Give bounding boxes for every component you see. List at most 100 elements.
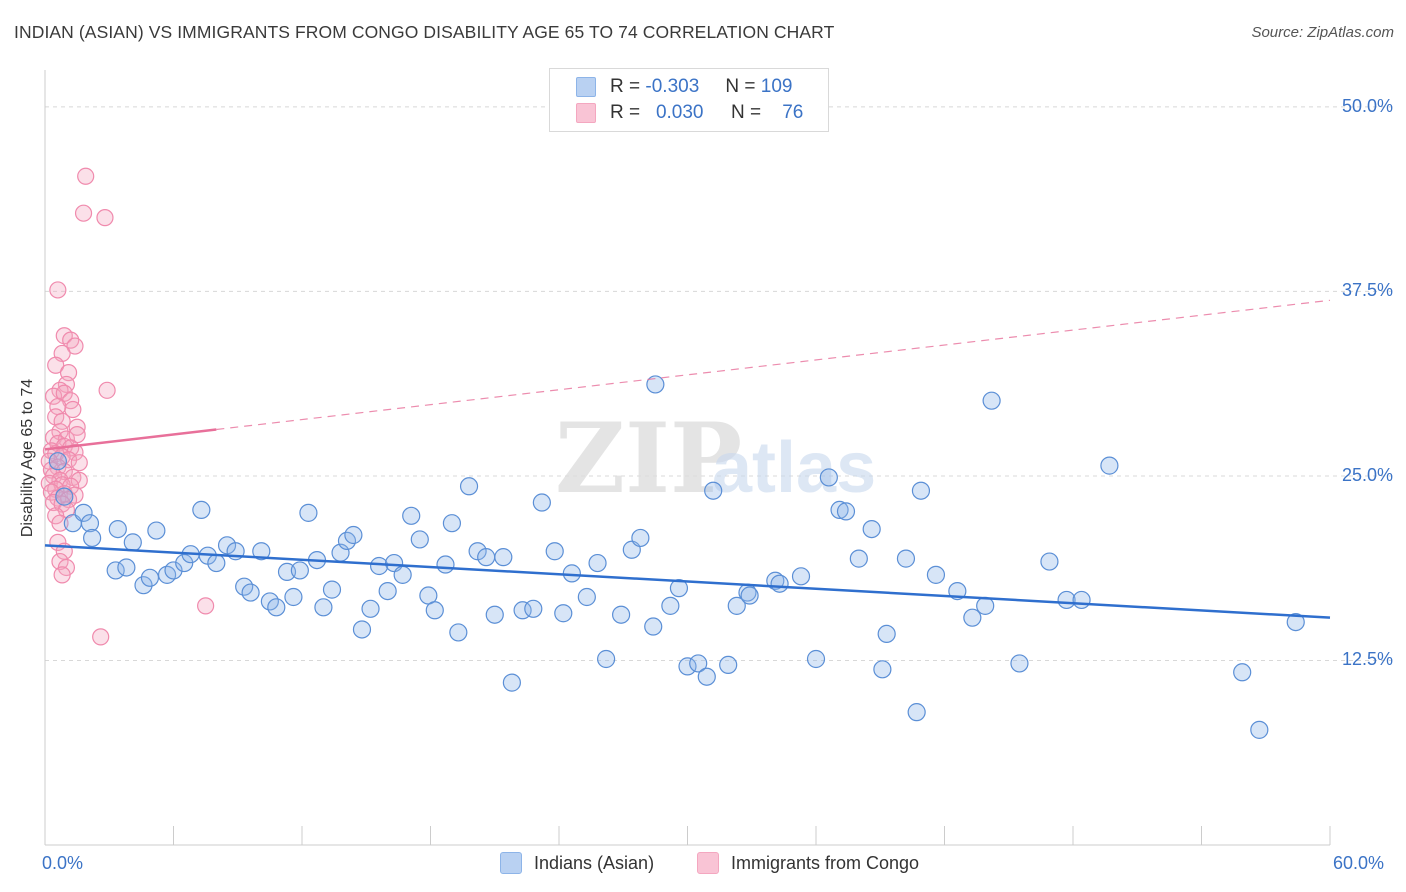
data-point-congo <box>44 387 63 405</box>
legend-r-value-indians: -0.303 <box>645 76 700 97</box>
data-point-indians <box>631 528 650 548</box>
legend-label-indians: Indians (Asian) <box>534 852 655 873</box>
data-point-indians <box>485 605 504 624</box>
data-point-indians <box>140 568 160 587</box>
data-point-indians <box>402 506 421 525</box>
data-point-congo <box>64 400 82 419</box>
data-point-indians <box>1072 590 1091 610</box>
data-point-indians <box>1286 612 1305 632</box>
data-point-indians <box>806 649 826 669</box>
data-point-indians <box>117 558 136 577</box>
data-point-congo <box>77 167 95 185</box>
y-tick-label: 50.0% <box>1341 95 1393 116</box>
legend-n-label-2: N = <box>730 102 762 123</box>
data-point-indians <box>689 654 708 673</box>
legend-swatch-indians <box>576 77 596 97</box>
stats-legend: R = -0.303 N = 109 R = 0.030 N = 76 <box>549 68 829 132</box>
trend-line-congo-dashed <box>216 299 1331 431</box>
data-point-indians <box>1010 654 1029 673</box>
data-point-indians <box>911 481 931 500</box>
data-point-congo <box>51 514 69 532</box>
data-point-indians <box>545 542 564 561</box>
data-point-indians <box>524 599 543 618</box>
data-point-congo <box>96 209 114 227</box>
data-point-indians <box>907 703 926 722</box>
legend-r-value-congo: 0.030 <box>655 102 704 123</box>
data-point-indians <box>982 391 1001 410</box>
data-point-indians <box>644 617 663 636</box>
data-point-indians <box>562 564 581 583</box>
data-point-indians <box>48 452 67 471</box>
data-point-indians <box>678 657 697 676</box>
legend-item-congo[interactable]: Immigrants from Congo <box>697 852 919 874</box>
data-point-indians <box>299 503 318 522</box>
data-point-indians <box>719 655 738 675</box>
data-point-indians <box>862 519 881 539</box>
legend-n-value-congo: 76 <box>782 102 804 123</box>
data-point-indians <box>873 660 892 679</box>
data-point-indians <box>554 604 573 623</box>
data-point-indians <box>1100 456 1119 475</box>
data-point-indians <box>393 565 412 584</box>
data-point-indians <box>1040 552 1059 571</box>
data-point-congo <box>53 412 71 430</box>
data-point-congo <box>47 356 65 374</box>
data-point-indians <box>588 553 607 573</box>
data-point-indians <box>770 574 789 593</box>
series-congo-points <box>40 167 215 646</box>
data-point-indians <box>740 586 759 605</box>
data-point-indians <box>322 580 342 599</box>
data-point-indians <box>378 581 397 601</box>
data-point-indians <box>207 553 226 573</box>
data-point-indians <box>314 598 333 617</box>
data-point-indians <box>80 514 100 533</box>
y-tick-label: 37.5% <box>1341 280 1393 301</box>
data-point-congo <box>68 418 86 436</box>
data-point-indians <box>727 596 746 615</box>
data-point-indians <box>436 555 455 574</box>
data-point-indians <box>836 502 856 521</box>
chart-title: INDIAN (ASIAN) VS IMMIGRANTS FROM CONGO … <box>14 22 835 42</box>
data-point-congo <box>197 597 215 615</box>
legend-n-label: N = <box>725 76 756 97</box>
data-point-congo <box>49 281 67 299</box>
data-point-congo <box>55 462 73 481</box>
data-point-indians <box>147 521 166 540</box>
data-point-indians <box>477 548 496 567</box>
data-point-indians <box>284 587 303 607</box>
legend-swatch-congo <box>576 103 596 123</box>
data-point-indians <box>830 500 849 520</box>
data-point-indians <box>597 649 616 669</box>
y-tick-label: 25.0% <box>1341 464 1393 485</box>
data-point-indians <box>577 587 596 607</box>
data-point-indians <box>1233 663 1252 682</box>
data-point-congo <box>66 337 84 355</box>
data-point-congo <box>70 454 88 472</box>
legend-label-congo: Immigrants from Congo <box>731 852 920 873</box>
data-point-indians <box>877 624 896 644</box>
watermark-atlas: atlas <box>712 428 876 508</box>
trend-lines <box>44 299 1331 619</box>
axes <box>44 70 1331 846</box>
y-tick-label: 12.5% <box>1341 649 1393 670</box>
data-point-congo <box>92 628 110 646</box>
data-point-indians <box>410 530 429 549</box>
data-point-indians <box>352 620 372 639</box>
data-point-indians <box>290 561 309 580</box>
legend-r-label: R = <box>610 76 641 97</box>
source-label: Source: ZipAtlas.com <box>1251 24 1394 41</box>
data-point-indians <box>896 549 916 568</box>
data-point-congo <box>44 493 63 512</box>
legend-row-indians: R = -0.303 N = 109 <box>576 76 792 98</box>
data-point-indians <box>252 542 271 561</box>
data-point-congo <box>51 471 69 489</box>
data-point-indians <box>697 667 716 686</box>
data-point-indians <box>661 596 680 615</box>
x-tick-min: 0.0% <box>42 853 84 873</box>
data-point-indians <box>164 561 183 580</box>
data-point-indians <box>849 549 868 568</box>
series-indians-points <box>48 375 1305 739</box>
data-point-indians <box>449 623 468 642</box>
data-point-indians <box>926 565 946 584</box>
legend-item-indians[interactable]: Indians (Asian) <box>500 852 654 874</box>
